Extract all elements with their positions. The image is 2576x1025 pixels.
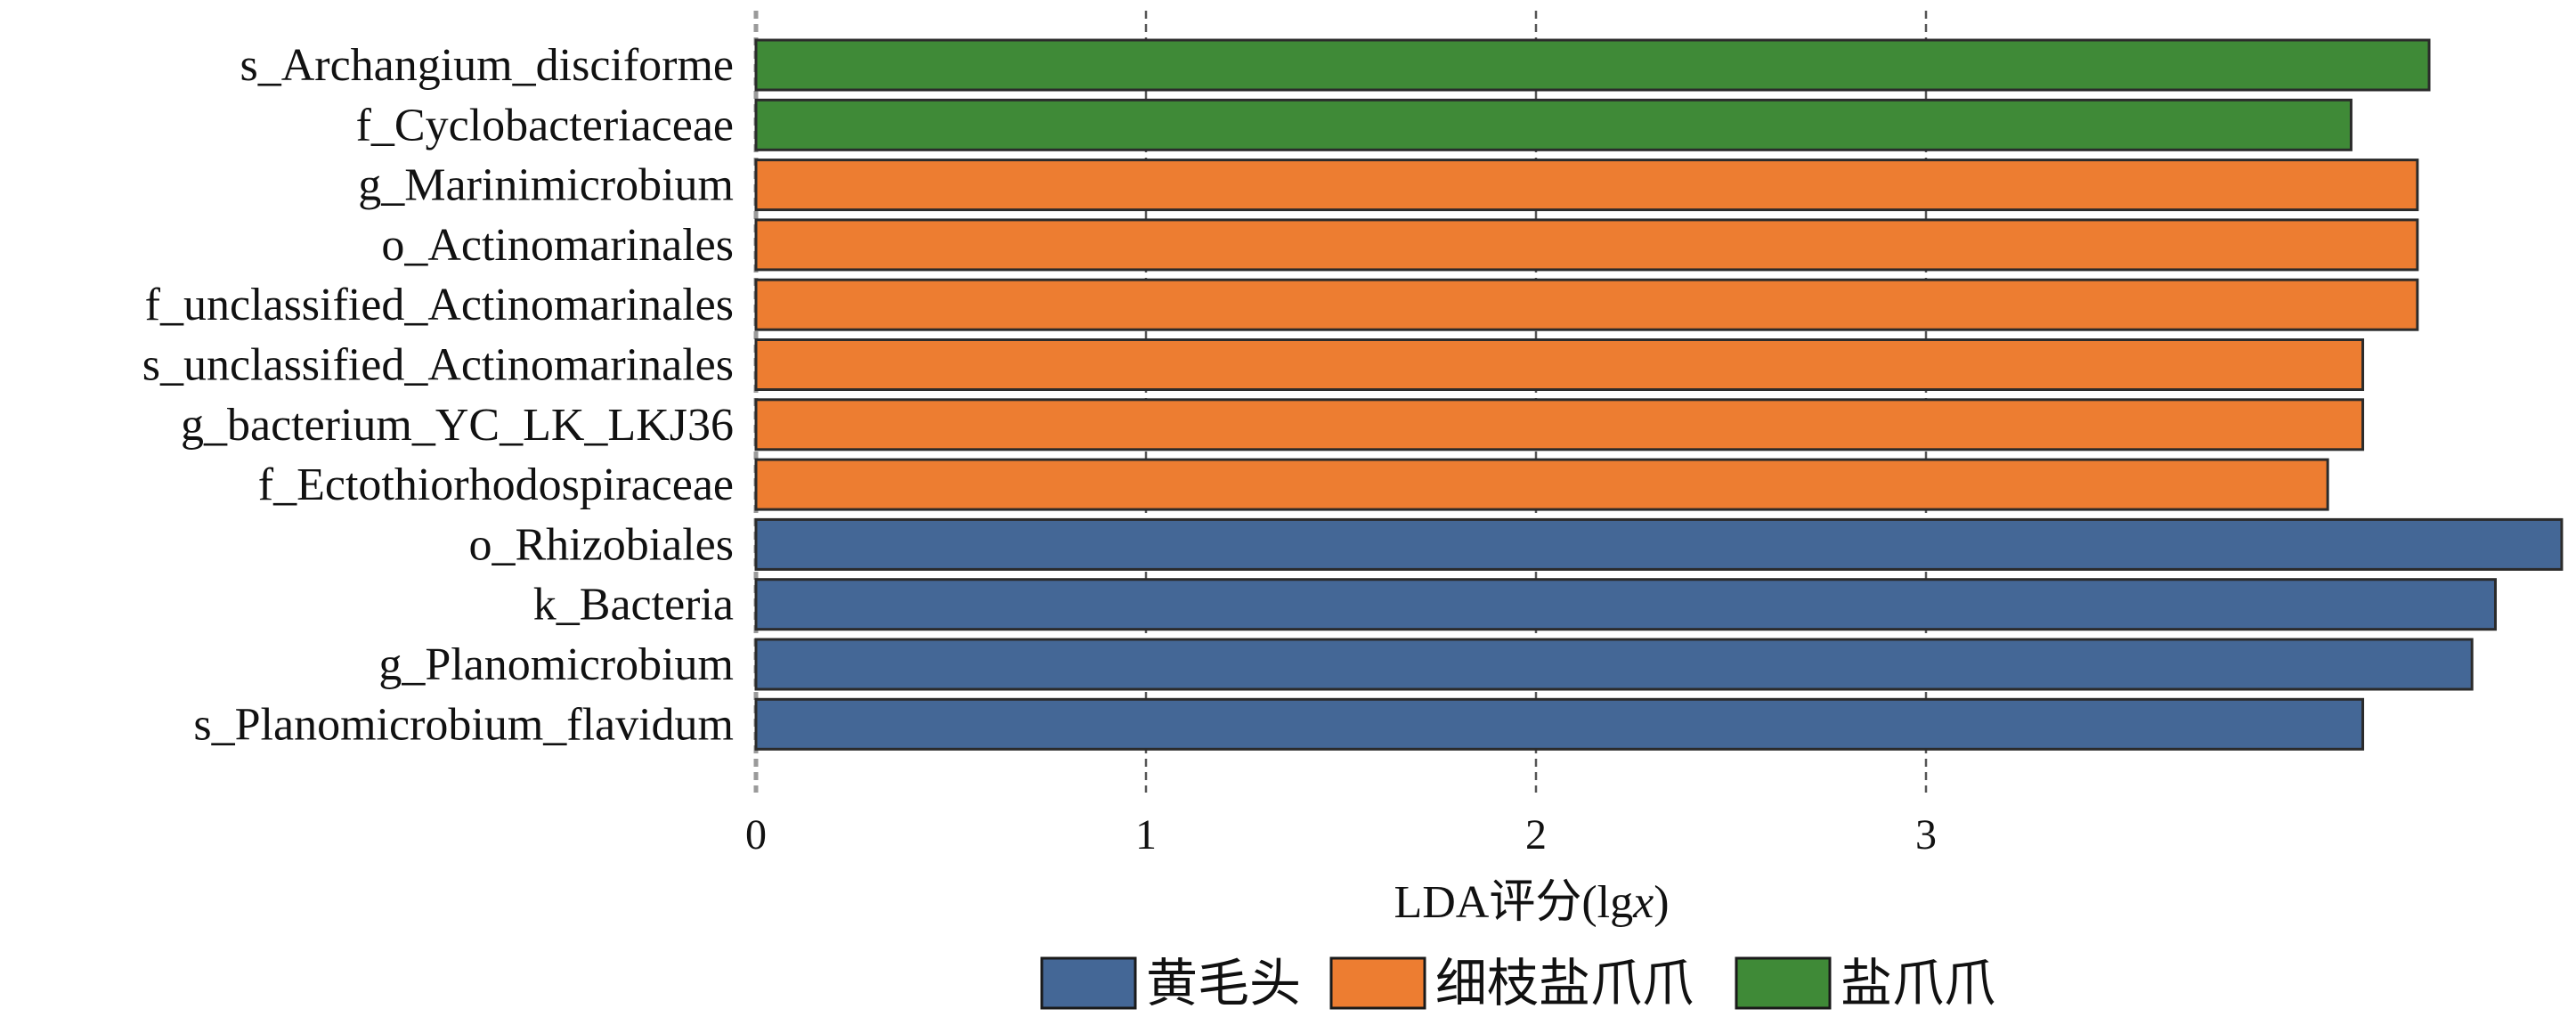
bar [754, 218, 2419, 272]
category-label: o_Actinomarinales [381, 220, 734, 271]
legend-swatch [1735, 956, 1832, 1010]
tick-label: 2 [1525, 811, 1547, 858]
bar [754, 38, 2431, 92]
x-axis-ticks: 0 1 2 3 [745, 811, 1937, 858]
legend: 黄毛头 细枝盐爪爪 盐爪爪 [1040, 953, 1995, 1013]
tick-label: 0 [745, 811, 767, 858]
bar [754, 278, 2419, 331]
legend-label: 盐爪爪 [1841, 953, 1995, 1013]
category-label: g_bacterium_YC_LK_LKJ36 [181, 400, 734, 451]
category-label: f_Cyclobacteriaceae [356, 100, 734, 150]
legend-swatch [1040, 956, 1137, 1010]
tick-label: 1 [1135, 811, 1157, 858]
bar [754, 697, 2365, 751]
category-label: s_unclassified_Actinomarinales [142, 340, 734, 391]
bar [754, 517, 2564, 571]
bars [754, 38, 2564, 751]
legend-swatch [1329, 956, 1426, 1010]
bar [754, 98, 2353, 151]
category-label: s_Planomicrobium_flavidum [193, 699, 734, 750]
bar [754, 398, 2365, 451]
category-label: f_Ectothiorhodospiraceae [258, 460, 734, 510]
bar [754, 638, 2474, 691]
bar [754, 458, 2329, 511]
category-label: g_Planomicrobium [378, 639, 734, 690]
category-label: g_Marinimicrobium [358, 160, 734, 211]
category-label: o_Rhizobiales [468, 519, 734, 570]
legend-label: 细枝盐爪爪 [1435, 953, 1694, 1013]
x-axis-title: LDA评分(lgx) [1394, 877, 1669, 928]
tick-label: 3 [1915, 811, 1937, 858]
category-label: k_Bacteria [533, 580, 734, 630]
legend-label: 黄毛头 [1146, 953, 1301, 1013]
bar [754, 159, 2419, 212]
category-label: f_unclassified_Actinomarinales [145, 280, 734, 330]
bar [754, 338, 2365, 391]
bar [754, 578, 2497, 631]
category-labels: s_Archangium_disciforme f_Cyclobacteriace… [142, 40, 734, 750]
category-label: s_Archangium_disciforme [240, 40, 734, 91]
